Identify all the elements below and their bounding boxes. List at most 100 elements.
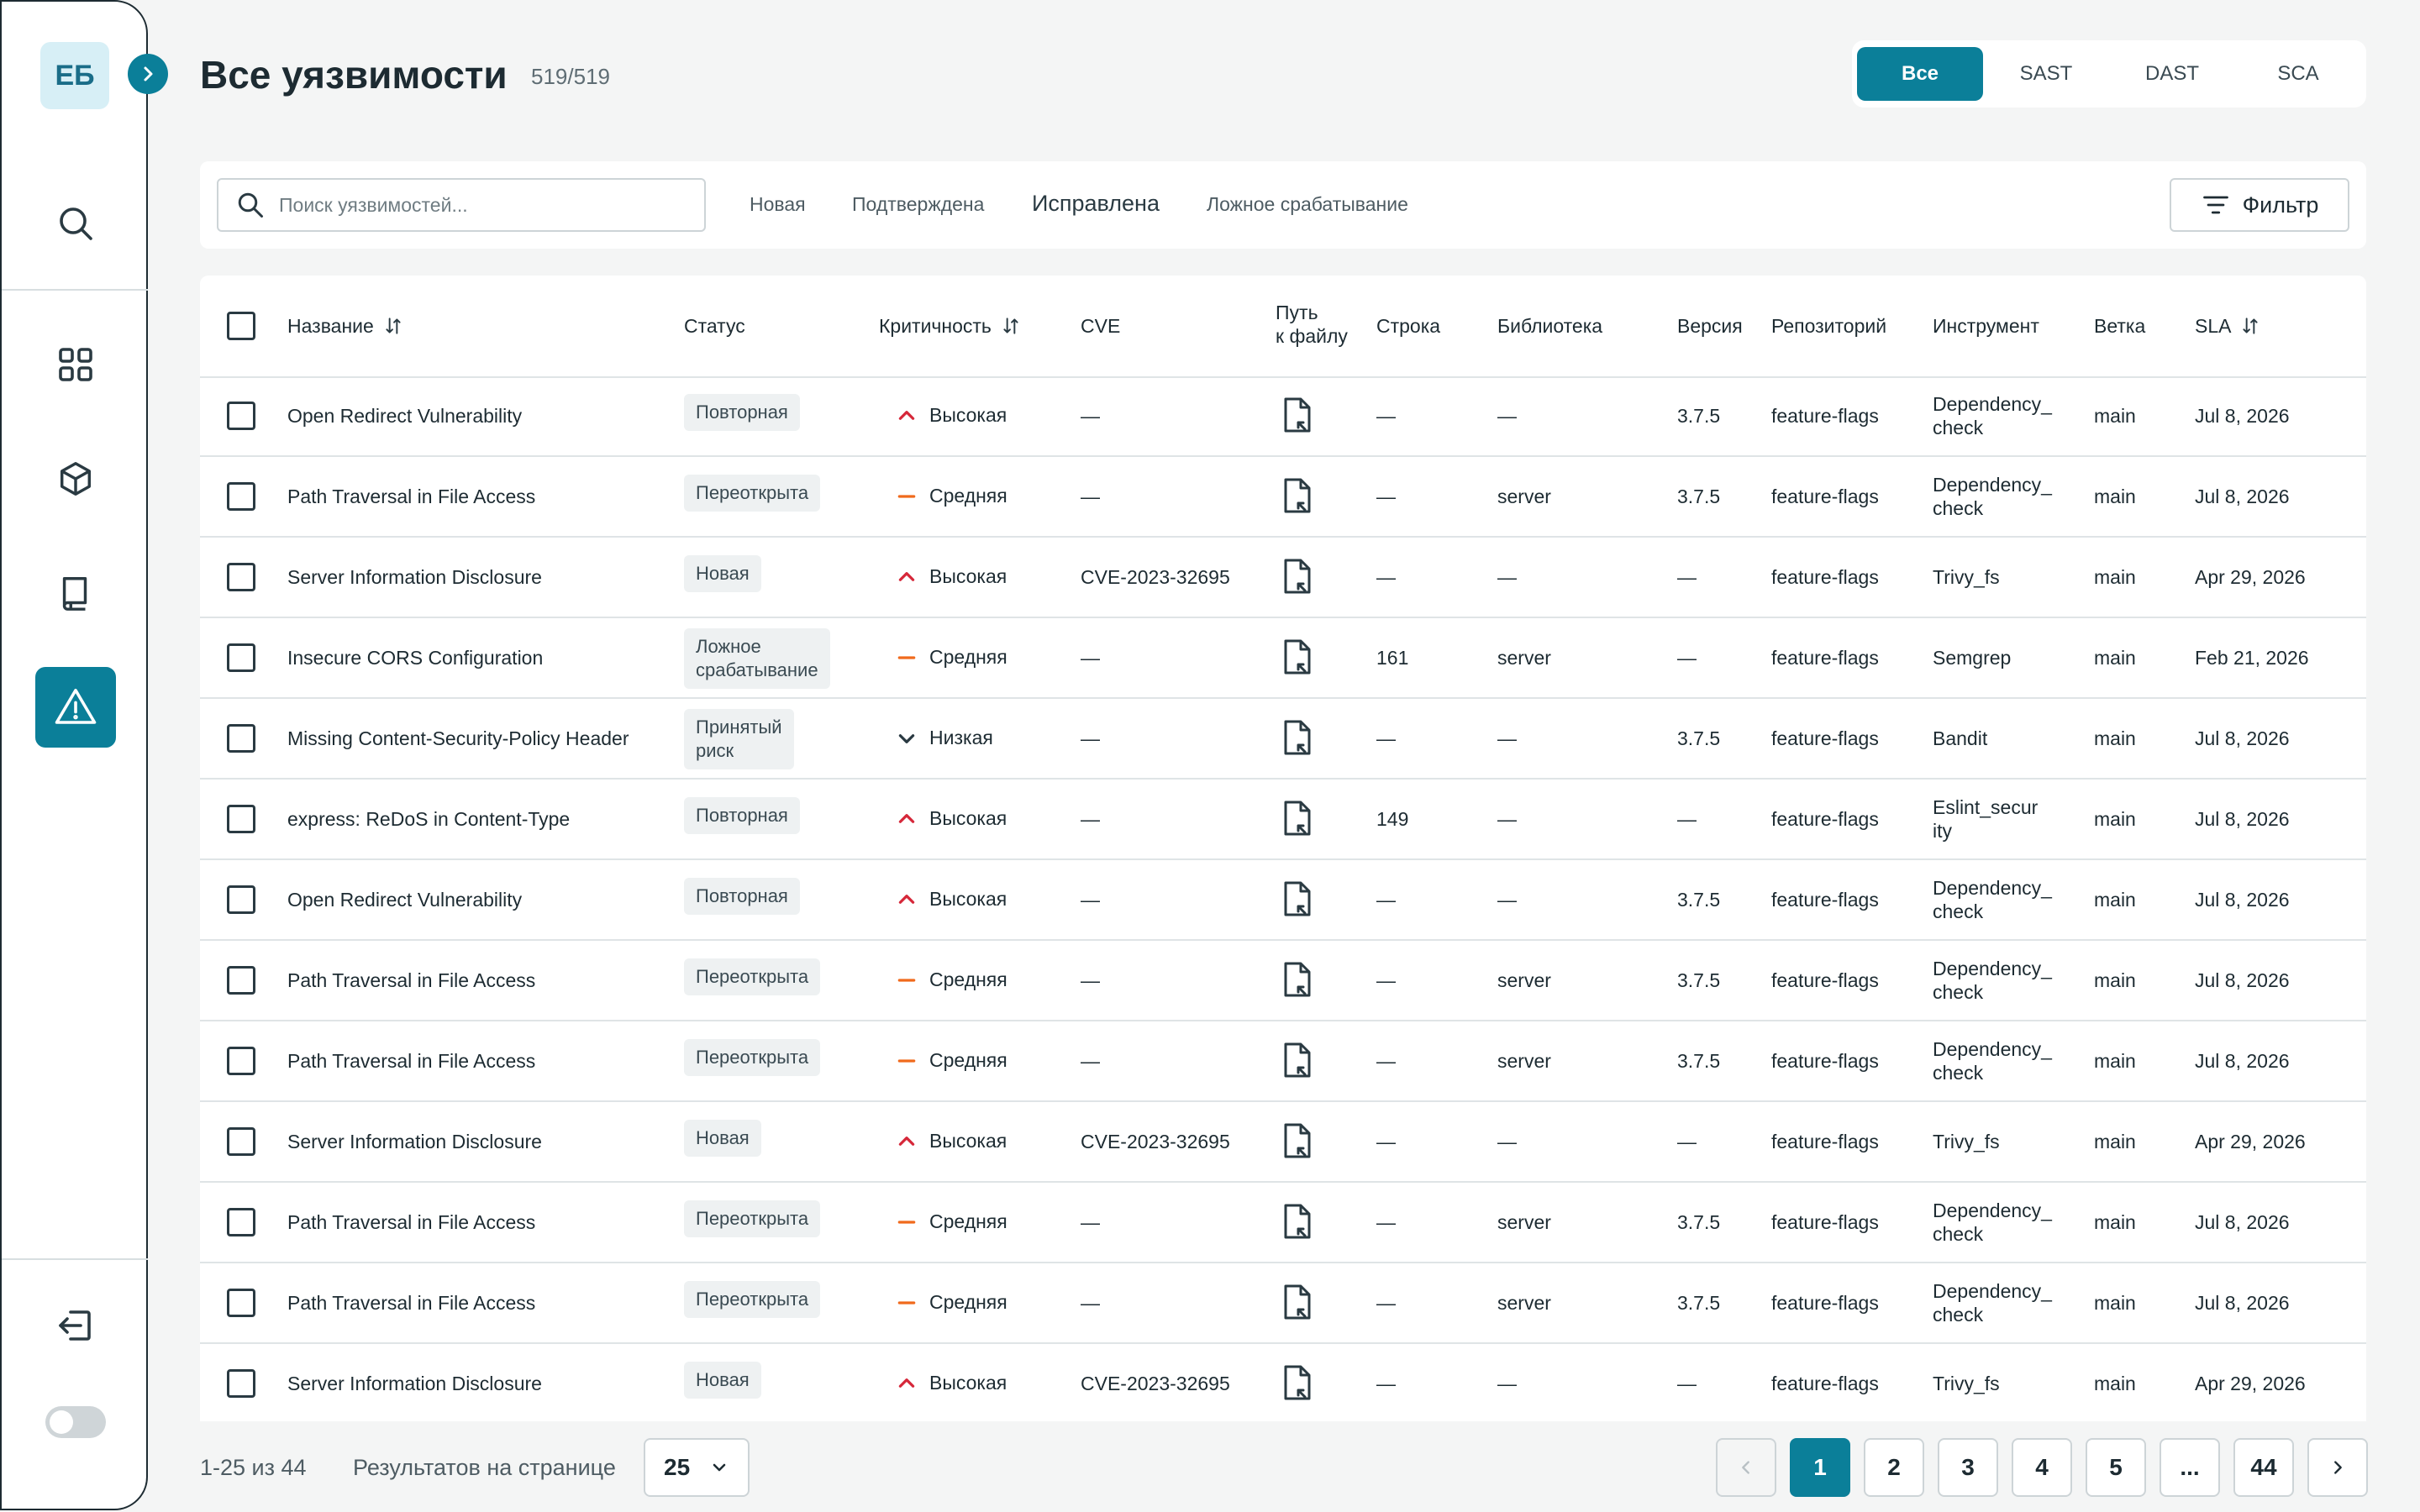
quick-filter-false-positive[interactable]: Ложное срабатывание [1207,193,1408,215]
file-path-link[interactable] [1281,1364,1314,1405]
row-checkbox[interactable] [227,1289,255,1317]
file-path-link[interactable] [1281,800,1314,841]
row-checkbox[interactable] [227,1047,255,1075]
file-path-link[interactable] [1281,1122,1314,1163]
file-path-link[interactable] [1281,1284,1314,1325]
page-button-5[interactable]: 5 [2086,1438,2146,1497]
file-path-link[interactable] [1281,558,1314,599]
row-checkbox[interactable] [227,805,255,833]
page-button-2[interactable]: 2 [1864,1438,1924,1497]
page-button-4[interactable]: 4 [2012,1438,2072,1497]
table-row[interactable]: Open Redirect Vulnerability Повторная Высо… [200,860,2366,941]
branch-name: main [2094,1373,2136,1394]
page-button-1[interactable]: 1 [1790,1438,1850,1497]
vulnerability-name[interactable]: Open Redirect Vulnerability [287,405,523,427]
vulnerability-name[interactable]: Insecure CORS Configuration [287,647,544,669]
sidebar-item-search[interactable] [44,192,108,255]
file-path-link[interactable] [1281,719,1314,760]
row-checkbox[interactable] [227,402,255,430]
file-path-link[interactable] [1281,880,1314,921]
page-button-44[interactable]: 44 [2233,1438,2294,1497]
sidebar-item-docs[interactable] [44,561,108,625]
page-ellipsis[interactable]: ... [2160,1438,2220,1497]
vulnerability-name[interactable]: Server Information Disclosure [287,1131,542,1152]
severity-indicator: Средняя [896,1291,1007,1314]
row-checkbox[interactable] [227,724,255,753]
column-severity[interactable]: Критичность [879,314,1022,338]
sidebar-item-dashboard[interactable] [44,333,108,396]
column-sla[interactable]: SLA [2195,314,2261,338]
vulnerability-name[interactable]: Path Traversal in File Access [287,1050,536,1072]
tab-sast[interactable]: SAST [2019,62,2073,85]
logout-button[interactable] [44,1294,108,1357]
table-row[interactable]: Insecure CORS Configuration Ложное срабат… [200,618,2366,699]
vulnerability-name[interactable]: Path Traversal in File Access [287,1292,536,1314]
repository: feature-flags [1771,969,1879,991]
version: — [1677,566,1697,588]
row-checkbox[interactable] [227,643,255,672]
status-badge: Переоткрыта [684,475,821,512]
vulnerability-name[interactable]: Server Information Disclosure [287,1373,542,1394]
row-checkbox[interactable] [227,966,255,995]
search-input[interactable] [277,192,684,218]
file-path-link[interactable] [1281,1042,1314,1083]
page-prev-button[interactable] [1716,1438,1776,1497]
table-row[interactable]: Server Information Disclosure Новая Высока… [200,1102,2366,1183]
table-row[interactable]: express: ReDoS in Content-Type Повторная В… [200,780,2366,860]
filter-button[interactable]: Фильтр [2170,178,2349,232]
sidebar-item-packages[interactable] [44,447,108,511]
vulnerability-name[interactable]: Open Redirect Vulnerability [287,889,523,911]
tab-dast[interactable]: DAST [2144,62,2199,85]
vulnerability-name[interactable]: Path Traversal in File Access [287,969,536,991]
row-checkbox[interactable] [227,482,255,511]
file-path-link[interactable] [1281,961,1314,1002]
table-row[interactable]: Path Traversal in File Access Переоткрыта… [200,457,2366,538]
vulnerability-name[interactable]: Missing Content-Security-Policy Header [287,727,629,749]
vulnerability-name[interactable]: Path Traversal in File Access [287,1211,536,1233]
table-row[interactable]: Path Traversal in File Access Переоткрыта… [200,1263,2366,1344]
file-path-link[interactable] [1281,477,1314,518]
severity-label: Высокая [929,404,1007,426]
tab-sca[interactable]: SCA [2277,62,2319,85]
quick-filter-new[interactable]: Новая [750,193,806,215]
page-next-button[interactable] [2307,1438,2368,1497]
per-page-select[interactable]: 25 [644,1438,750,1497]
row-checkbox[interactable] [227,885,255,914]
tab-all[interactable]: Все [1857,47,1983,101]
line-number: — [1376,1050,1396,1072]
quick-filter-confirmed[interactable]: Подтверждена [852,193,985,215]
version: — [1677,647,1697,669]
table-row[interactable]: Path Traversal in File Access Переоткрыта… [200,1021,2366,1102]
row-checkbox[interactable] [227,1369,255,1398]
severity-indicator: Высокая [896,404,1007,427]
avatar[interactable]: ЕБ [40,42,109,109]
row-checkbox[interactable] [227,563,255,591]
vulnerability-name[interactable]: Path Traversal in File Access [287,486,536,507]
sidebar-item-vulnerabilities[interactable] [35,667,116,748]
vulnerability-name[interactable]: Server Information Disclosure [287,566,542,588]
sla-date: Jul 8, 2026 [2195,1211,2290,1233]
quick-filter-fixed[interactable]: Исправлена [1032,191,1160,216]
select-all-checkbox[interactable] [227,312,255,340]
table-row[interactable]: Missing Content-Security-Policy Header Пр… [200,699,2366,780]
row-checkbox[interactable] [227,1208,255,1236]
file-path-link[interactable] [1281,638,1314,680]
vulnerability-name[interactable]: express: ReDoS in Content-Type [287,808,571,830]
table-row[interactable]: Path Traversal in File Access Переоткрыта… [200,1183,2366,1263]
table-row[interactable]: Path Traversal in File Access Переоткрыта… [200,941,2366,1021]
sla-date: Jul 8, 2026 [2195,486,2290,507]
row-checkbox[interactable] [227,1127,255,1156]
sidebar-expand-button[interactable] [128,54,168,94]
file-link-icon [1284,962,1311,997]
column-name[interactable]: Название [287,314,404,338]
table-row[interactable]: Server Information Disclosure Новая Высока… [200,538,2366,618]
file-path-link[interactable] [1281,1203,1314,1244]
file-path-link[interactable] [1281,396,1314,438]
table-row[interactable]: Open Redirect Vulnerability Повторная Высо… [200,376,2366,457]
page-button-3[interactable]: 3 [1938,1438,1998,1497]
table-row[interactable]: Server Information Disclosure Новая Высока… [200,1344,2366,1421]
library-name: server [1497,486,1551,507]
cve-id: — [1081,727,1100,749]
theme-toggle[interactable] [45,1406,106,1438]
